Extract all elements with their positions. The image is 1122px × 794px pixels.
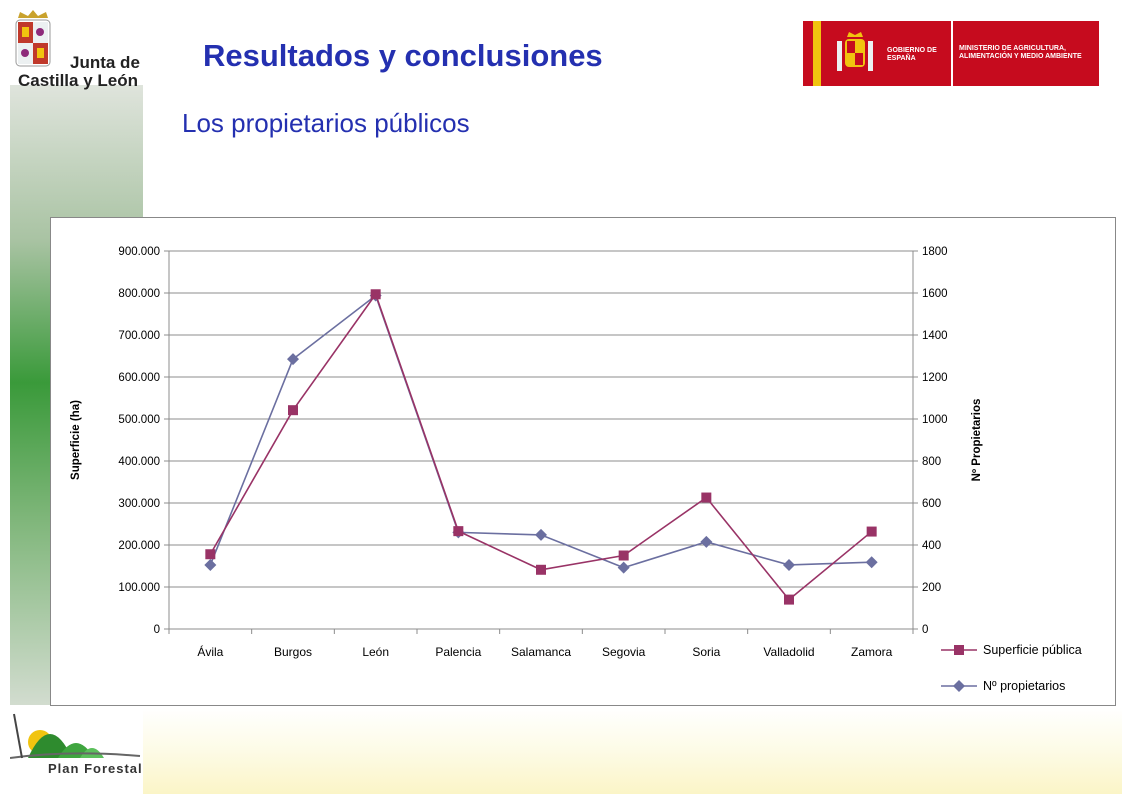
y2-tick-label: 800 bbox=[922, 456, 941, 468]
y-tick-label: 800.000 bbox=[118, 288, 160, 300]
data-point-propietarios bbox=[617, 561, 630, 574]
y2-tick-label: 1000 bbox=[922, 414, 948, 426]
y2-tick-label: 0 bbox=[922, 624, 928, 636]
y-tick-label: 700.000 bbox=[118, 330, 160, 342]
legend-marker-diamond bbox=[953, 680, 965, 692]
data-point-superficie bbox=[536, 564, 546, 575]
y-tick-label: 0 bbox=[154, 624, 160, 636]
data-point-superficie bbox=[866, 526, 877, 537]
legend-label: Nº propietarios bbox=[983, 679, 1065, 693]
y-tick-label: 600.000 bbox=[118, 372, 160, 384]
y-tick-label: 100.000 bbox=[118, 582, 160, 594]
data-point-propietarios bbox=[700, 535, 713, 548]
data-point-superficie bbox=[370, 289, 381, 300]
data-point-propietarios bbox=[865, 556, 878, 569]
data-point-superficie bbox=[288, 405, 298, 416]
jcyl-line1: Junta de bbox=[70, 53, 140, 72]
series-line-superficie bbox=[209, 292, 873, 601]
x-tick-label: Zamora bbox=[851, 645, 893, 659]
y-tick-label: 300.000 bbox=[118, 498, 160, 510]
jcyl-logo: Junta de Castilla y León bbox=[8, 8, 148, 90]
data-point-superficie bbox=[701, 492, 712, 503]
plan-forestal-logo bbox=[9, 710, 143, 782]
data-point-propietarios bbox=[287, 353, 299, 366]
data-point-propietarios bbox=[204, 558, 217, 571]
y2-tick-label: 200 bbox=[922, 582, 941, 594]
gov-label-left: GOBIERNO DE ESPAÑA bbox=[887, 47, 937, 62]
page-subtitle: Los propietarios públicos bbox=[182, 108, 470, 138]
y-tick-label: 200.000 bbox=[118, 540, 160, 552]
bottom-decorative-band bbox=[143, 708, 1122, 794]
x-tick-label: Salamanca bbox=[511, 645, 571, 659]
y2-tick-label: 1400 bbox=[922, 330, 948, 342]
gov-label-right: MINISTERIO DE AGRICULTURA, ALIMENTACIÓN … bbox=[959, 45, 1082, 60]
x-tick-label: Valladolid bbox=[763, 645, 814, 659]
y-axis-title: Superficie (ha) bbox=[70, 400, 82, 480]
data-point-propietarios bbox=[783, 558, 795, 571]
spain-coat-of-arms-icon bbox=[837, 32, 873, 71]
legend-label: Superficie pública bbox=[983, 643, 1082, 657]
data-point-propietarios bbox=[535, 528, 547, 541]
legend-marker-square bbox=[954, 645, 964, 655]
y-tick-label: 500.000 bbox=[118, 414, 160, 426]
y2-tick-label: 1200 bbox=[922, 372, 948, 384]
y2-axis-title: Nº Propietarios bbox=[971, 399, 983, 482]
chart-frame: 0 100.000 200.000 300.000 400.000 500.000 600.… bbox=[50, 217, 1116, 706]
data-point-superficie bbox=[453, 526, 464, 537]
data-point-superficie bbox=[205, 549, 216, 560]
y-tick-label: 900.000 bbox=[118, 246, 160, 258]
data-point-superficie bbox=[618, 550, 629, 561]
y2-tick-label: 1800 bbox=[922, 246, 948, 258]
y2-tick-label: 400 bbox=[922, 540, 941, 552]
x-tick-label: Segovia bbox=[602, 645, 646, 659]
data-point-superficie bbox=[784, 594, 794, 605]
plan-forestal-hills-icon bbox=[9, 713, 141, 759]
jcyl-line2: Castilla y León bbox=[18, 71, 138, 90]
plan-forestal-label: Plan Forestal bbox=[48, 761, 143, 776]
jcyl-crest-icon bbox=[15, 10, 51, 67]
x-tick-label: Burgos bbox=[274, 645, 312, 659]
y2-tick-label: 1600 bbox=[922, 288, 948, 300]
x-tick-label: Ávila bbox=[197, 644, 223, 659]
x-tick-label: Soria bbox=[692, 645, 720, 659]
gobierno-espana-logo: GOBIERNO DE ESPAÑA MINISTERIO DE AGRICUL… bbox=[803, 21, 1099, 86]
page-title: Resultados y conclusiones bbox=[203, 38, 603, 73]
y2-tick-label: 600 bbox=[922, 498, 941, 510]
series-line-propietarios bbox=[209, 294, 872, 569]
x-tick-label: León bbox=[362, 645, 389, 659]
y-tick-label: 400.000 bbox=[118, 456, 160, 468]
chart-canvas: 0 100.000 200.000 300.000 400.000 500.000 600.… bbox=[70, 246, 1082, 693]
x-tick-label: Palencia bbox=[435, 645, 481, 659]
